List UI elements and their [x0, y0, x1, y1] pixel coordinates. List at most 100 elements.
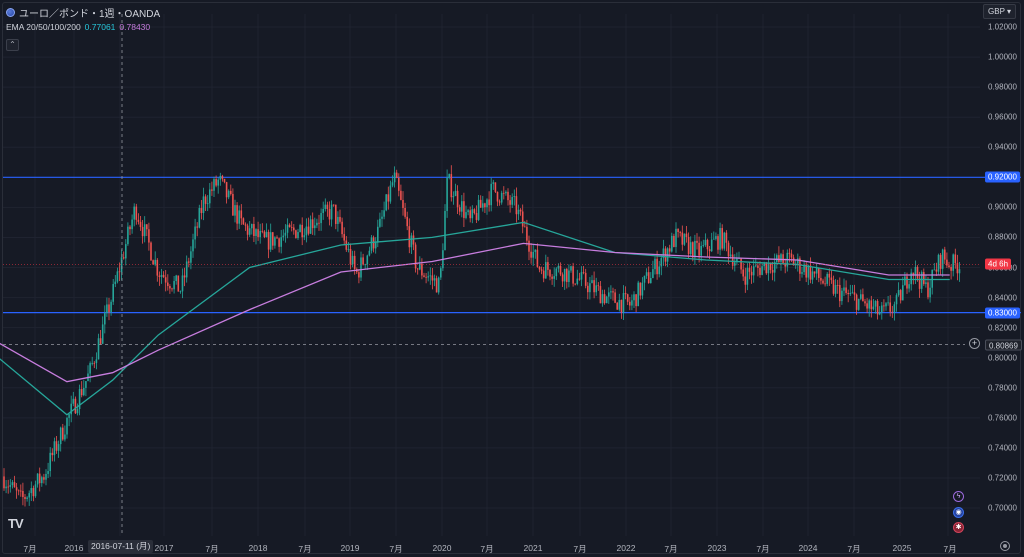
candle-body: [933, 269, 936, 271]
candle-body: [746, 267, 749, 285]
candle-body: [400, 190, 402, 200]
candle-body: [353, 255, 356, 269]
candle-body: [759, 267, 761, 275]
gear-icon[interactable]: [1000, 541, 1010, 551]
candle-body: [188, 261, 190, 263]
add-plus-icon[interactable]: +: [969, 338, 980, 349]
upper-level-badge: 0.92000: [985, 171, 1020, 183]
candle-body: [20, 490, 22, 492]
currency-selector[interactable]: GBP ▾: [983, 4, 1016, 19]
candle-body: [429, 275, 432, 277]
candle-body: [383, 210, 385, 217]
candle-body: [238, 210, 240, 224]
candle-body: [763, 262, 765, 267]
candle-body: [784, 263, 786, 267]
candle-body: [198, 208, 201, 228]
candle-body: [131, 219, 133, 230]
indicator-legend[interactable]: EMA 20/50/100/200 0.77061 0.78430: [6, 22, 150, 32]
lightning-icon[interactable]: ϟ: [953, 491, 964, 502]
candle-body: [269, 232, 272, 250]
candle-body: [679, 231, 681, 233]
candle-body: [248, 228, 251, 235]
candle-body: [41, 477, 43, 484]
candle-body: [811, 271, 814, 280]
candle-body: [542, 270, 545, 279]
candle-body: [801, 272, 803, 274]
candle-body: [557, 265, 560, 269]
candle-body: [297, 232, 299, 239]
candle-body: [370, 237, 373, 251]
candle-body: [906, 276, 908, 289]
candle-body: [395, 172, 398, 178]
candle-body: [68, 414, 70, 418]
candle-body: [566, 268, 568, 282]
candle-body: [715, 236, 717, 239]
candle-body: [710, 239, 713, 252]
candle-body: [141, 227, 144, 237]
candle-body: [444, 210, 446, 251]
candle-body: [494, 182, 497, 192]
candle-body: [448, 174, 450, 178]
candle-body: [582, 272, 585, 274]
candle-body: [406, 216, 408, 227]
globe-icon[interactable]: ◉: [953, 507, 964, 518]
candle-body: [99, 338, 102, 344]
candle-body: [530, 251, 532, 258]
candle-body: [820, 277, 822, 281]
candle-body: [755, 265, 757, 267]
tradingview-logo[interactable]: TV: [8, 516, 24, 531]
time-axis-label: 2020: [432, 543, 452, 553]
candle-body: [416, 268, 419, 270]
chevron-up-icon[interactable]: ⌃: [6, 39, 19, 51]
candle-body: [49, 452, 51, 472]
candle-body: [385, 194, 387, 211]
candle-body: [872, 306, 875, 310]
flag-icon[interactable]: ✱: [953, 522, 964, 533]
candle-body: [28, 493, 30, 498]
time-axis-label: 7月: [23, 544, 37, 554]
candle-body: [454, 190, 457, 197]
candle-body: [452, 196, 455, 198]
candle-body: [227, 190, 230, 198]
candle-body: [70, 403, 72, 415]
candle-body: [822, 280, 824, 284]
candle-body: [708, 249, 711, 252]
symbol-legend[interactable]: ユーロ／ポンド・1週・OANDA: [6, 5, 160, 20]
candle-body: [374, 242, 377, 249]
candle-body: [920, 272, 923, 289]
candle-body: [723, 232, 726, 249]
candle-body: [689, 242, 692, 255]
candle-body: [320, 213, 322, 224]
candle-body: [526, 226, 528, 241]
candle-body: [807, 265, 810, 278]
candle-body: [633, 294, 635, 301]
candle-body: [597, 285, 600, 287]
candle-body: [948, 265, 950, 267]
candle-body: [773, 262, 776, 273]
candle-body: [622, 293, 625, 313]
candle-body: [43, 477, 45, 480]
candle-body: [349, 248, 352, 265]
candle-body: [591, 280, 593, 284]
candle-body: [549, 269, 551, 277]
candle-body: [788, 252, 791, 254]
candle-body: [937, 254, 940, 272]
price-axis-label: 0.82000: [988, 323, 1017, 333]
candle-body: [387, 194, 390, 202]
candle-body: [391, 182, 394, 186]
candle-body: [450, 174, 453, 198]
currency-label: GBP: [988, 7, 1005, 16]
candle-body: [580, 272, 583, 280]
candle-body: [610, 291, 612, 293]
candle-body: [687, 236, 690, 255]
candle-body: [196, 226, 198, 228]
ema-line-teal: [0, 221, 950, 416]
candle-body: [339, 216, 341, 222]
price-axis-label: 0.72000: [988, 473, 1017, 483]
candle-body: [561, 274, 564, 282]
candle-body: [143, 224, 146, 237]
candle-body: [490, 183, 492, 206]
candle-body: [95, 359, 98, 363]
candle-body: [122, 257, 125, 259]
